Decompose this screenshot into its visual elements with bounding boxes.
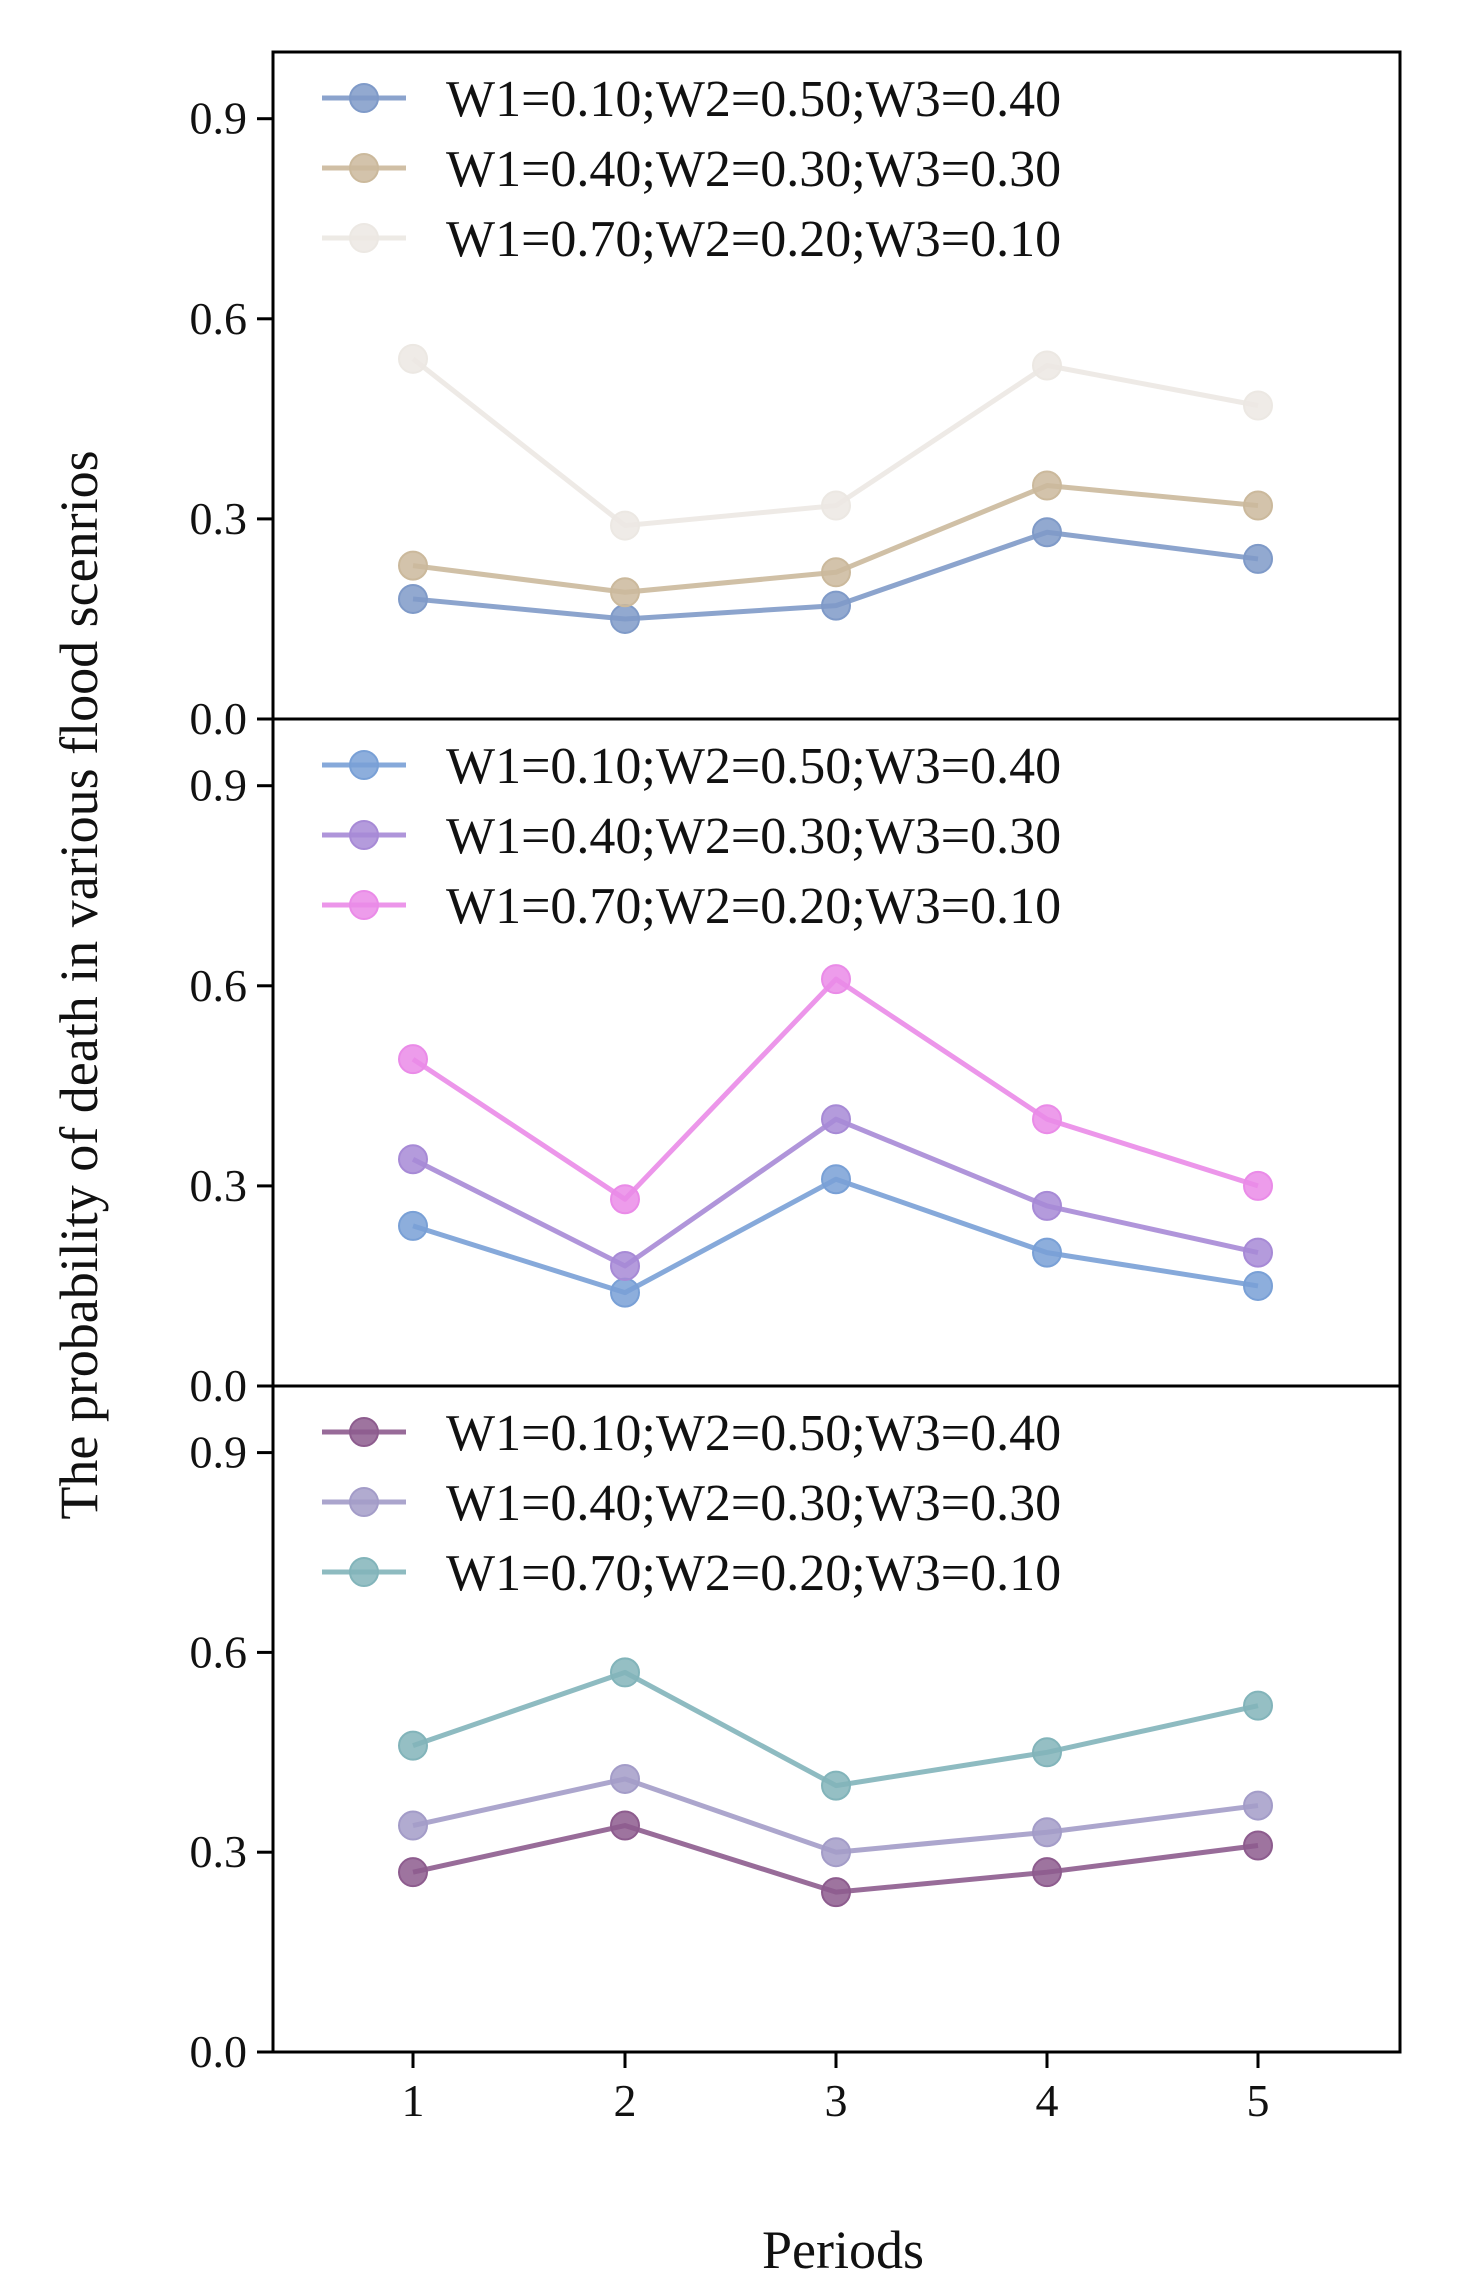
panel-1-series-1-point xyxy=(610,603,640,634)
panel-3-legend-marker-3 xyxy=(349,1557,379,1587)
panel-3-legend-label-2: W1=0.40;W2=0.30;W3=0.30 xyxy=(446,1475,1061,1532)
x-tick-label: 3 xyxy=(825,2075,848,2126)
panel-3-legend-label-3: W1=0.70;W2=0.20;W3=0.10 xyxy=(446,1545,1061,1602)
panel-3-series-2-point xyxy=(821,1837,851,1868)
x-tick-label: 2 xyxy=(614,2075,637,2126)
panel-1-series-3-point xyxy=(398,343,428,374)
panel-1-series-3-point xyxy=(610,510,640,541)
panel-2-series-1-point xyxy=(1032,1237,1062,1268)
panel-1-series-1-point xyxy=(1243,543,1273,574)
panel-2-series-1-point xyxy=(821,1164,851,1195)
panel-3-legend-marker-2 xyxy=(349,1487,379,1517)
panel-2-legend-marker-1 xyxy=(349,750,379,780)
panel-1-series-1-point xyxy=(1032,517,1062,548)
panel-3-y-tick-label: 0.6 xyxy=(190,1626,248,1677)
panel-1-legend-label-1: W1=0.10;W2=0.50;W3=0.40 xyxy=(446,71,1061,128)
panel-2-legend-label-3: W1=0.70;W2=0.20;W3=0.10 xyxy=(446,878,1061,935)
panel-2-series-1-point xyxy=(610,1277,640,1308)
panel-3-series-3-point xyxy=(1032,1737,1062,1768)
panel-2-series-2-point xyxy=(398,1144,428,1175)
panel-2-series-3-point xyxy=(821,964,851,995)
panel-1-legend-marker-2 xyxy=(349,153,379,183)
panel-1-legend-marker-3 xyxy=(349,223,379,253)
panel-1-series-3-point xyxy=(1243,390,1273,421)
panel-1-y-tick-label: 0.9 xyxy=(190,93,248,144)
panel-1-series-3-point xyxy=(1032,350,1062,381)
panel-1-legend-label-2: W1=0.40;W2=0.30;W3=0.30 xyxy=(446,141,1061,198)
panel-3-legend-marker-1 xyxy=(349,1417,379,1447)
panel-1-series-2-point xyxy=(610,577,640,608)
x-tick-label: 4 xyxy=(1036,2075,1059,2126)
panel-1-y-tick-label: 0.3 xyxy=(190,493,248,544)
panel-3-series-2-point xyxy=(610,1763,640,1794)
panel-3-series-3-point xyxy=(1243,1690,1273,1721)
panel-2-y-tick-label: 0.0 xyxy=(190,1360,248,1411)
panel-2-series-2-point xyxy=(1032,1190,1062,1221)
panel-3-series-1-point xyxy=(1243,1830,1273,1861)
panel-2-series-2-point xyxy=(610,1250,640,1281)
panel-2-series-2-point xyxy=(821,1104,851,1135)
x-tick-label: 1 xyxy=(402,2075,425,2126)
panel-3-series-3-point xyxy=(610,1657,640,1688)
panel-2-y-tick-label: 0.6 xyxy=(190,960,248,1011)
panel-2-series-3-point xyxy=(398,1044,428,1075)
panel-3-series-1-point xyxy=(610,1810,640,1841)
panel-1-series-2-point xyxy=(1243,490,1273,521)
x-tick-label: 5 xyxy=(1247,2075,1270,2126)
panel-2-legend-marker-3 xyxy=(349,890,379,920)
panel-2-series-1-point xyxy=(398,1210,428,1241)
panel-2-y-tick-label: 0.3 xyxy=(190,1160,248,1211)
panel-3-series-2-point xyxy=(1032,1817,1062,1848)
panel-3-series-3-line xyxy=(412,1669,1259,1789)
panel-1-legend-marker-1 xyxy=(349,83,379,113)
panel-2-series-1-point xyxy=(1243,1270,1273,1301)
panel-2-series-3-point xyxy=(1032,1104,1062,1135)
panel-2-series-3-point xyxy=(1243,1170,1273,1201)
panel-1-y-tick-label: 0.0 xyxy=(190,693,248,744)
panel-1-series-2-point xyxy=(398,550,428,581)
y-axis-title: The probability of death in various floo… xyxy=(49,450,109,1519)
panel-2-series-1-line xyxy=(412,1176,1259,1296)
panel-1-legend-label-3: W1=0.70;W2=0.20;W3=0.10 xyxy=(446,211,1061,268)
panel-3-series-1-point xyxy=(821,1877,851,1908)
panel-3-legend-label-1: W1=0.10;W2=0.50;W3=0.40 xyxy=(446,1405,1061,1462)
panel-2-series-3-point xyxy=(610,1184,640,1215)
panel-3-series-3-point xyxy=(821,1770,851,1801)
panel-1-series-1-point xyxy=(398,583,428,614)
panel-1-series-2-point xyxy=(1032,470,1062,501)
panel-3-series-2-point xyxy=(398,1810,428,1841)
panel-1-series-1-point xyxy=(821,590,851,621)
panel-1-y-tick-label: 0.6 xyxy=(190,293,248,344)
panel-3-series-3-point xyxy=(398,1730,428,1761)
panel-3-y-tick-label: 0.0 xyxy=(190,2026,248,2077)
panel-2-y-tick-label: 0.9 xyxy=(190,760,248,811)
panel-1-series-3-point xyxy=(821,490,851,521)
panel-3-series-1-point xyxy=(398,1857,428,1888)
panel-3-y-tick-label: 0.9 xyxy=(190,1427,248,1478)
panel-3-series-1-point xyxy=(1032,1857,1062,1888)
x-axis-title: Periods xyxy=(762,2220,924,2280)
panel-2-legend-label-1: W1=0.10;W2=0.50;W3=0.40 xyxy=(446,738,1061,795)
panel-2-series-2-point xyxy=(1243,1237,1273,1268)
panel-1-series-2-point xyxy=(821,557,851,588)
panel-2-legend-label-2: W1=0.40;W2=0.30;W3=0.30 xyxy=(446,808,1061,865)
panel-2-legend-marker-2 xyxy=(349,820,379,850)
panel-3-y-tick-label: 0.3 xyxy=(190,1826,248,1877)
panel-3-series-2-point xyxy=(1243,1790,1273,1821)
